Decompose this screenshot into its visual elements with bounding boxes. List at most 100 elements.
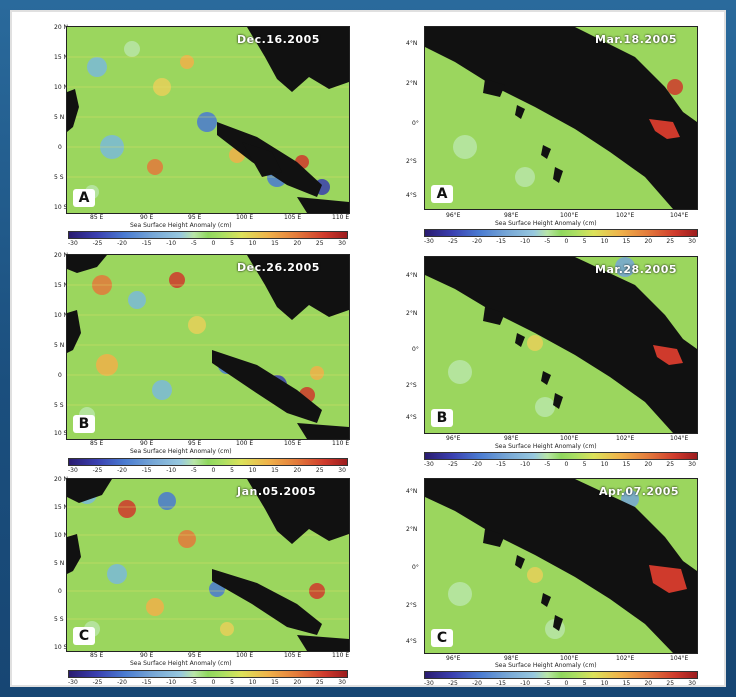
x-tick: 100 E: [236, 440, 254, 447]
colorbar-tick: 15: [622, 461, 631, 468]
x-tick: 104°E: [670, 212, 689, 219]
y-tick: 10 N: [54, 84, 69, 91]
y-tick: 20 N: [54, 24, 69, 31]
colorbar: [68, 670, 348, 678]
colorbar-tick: -20: [117, 679, 127, 686]
colorbar-tick: -15: [141, 240, 152, 247]
y-tick: 5 N: [54, 342, 65, 349]
date-label: Jan.05.2005: [237, 485, 317, 498]
colorbar-tick: 25: [666, 461, 675, 468]
map-panel-b: Dec.26.2005 B: [66, 254, 350, 440]
colorbar-tick: -5: [190, 240, 197, 247]
y-tick: 4°N: [406, 272, 418, 279]
colorbar-tick: -25: [448, 461, 458, 468]
colorbar-caption: Sea Surface Height Anomaly (cm): [130, 448, 232, 455]
x-tick: 95 E: [188, 652, 202, 659]
colorbar-tick: 5: [582, 238, 587, 245]
map-panel-c: Jan.05.2005 C: [66, 478, 350, 652]
y-tick: 2°N: [406, 526, 418, 533]
x-tick: 90 E: [140, 214, 154, 221]
y-tick: 0°: [412, 346, 419, 353]
colorbar-tick: -15: [496, 461, 506, 468]
panel-letter: A: [431, 185, 453, 203]
x-tick: 96°E: [446, 435, 461, 442]
colorbar-tick: -30: [424, 461, 434, 468]
colorbar-tick: 10: [600, 238, 609, 245]
x-tick: 102°E: [616, 212, 635, 219]
colorbar-tick: 0: [211, 240, 216, 247]
x-tick: 90 E: [140, 652, 154, 659]
colorbar-tick: 5: [582, 680, 587, 687]
x-tick: 104°E: [670, 435, 689, 442]
y-tick: 20 N: [54, 476, 69, 483]
y-tick: 0°: [412, 120, 419, 127]
colorbar-tick: 5: [230, 467, 234, 474]
colorbar-tick: -10: [520, 461, 531, 468]
colorbar-tick: 10: [248, 467, 257, 474]
ssh-map-graphic: [425, 479, 697, 653]
y-tick: 15 N: [54, 54, 69, 61]
colorbar: [424, 452, 698, 460]
colorbar-ticks: -30 -25 -20 -15 -10 -5 0 5 10 15 20 25 3…: [424, 680, 696, 687]
y-tick: 4°N: [406, 40, 418, 47]
y-tick: 4°S: [406, 638, 417, 645]
ssh-map-graphic: [67, 27, 349, 213]
colorbar-tick: 30: [338, 467, 346, 474]
x-tick: 96°E: [446, 212, 461, 219]
colorbar-tick: -20: [117, 467, 127, 474]
colorbar-tick: 5: [582, 461, 587, 468]
colorbar-tick: 25: [315, 467, 324, 474]
colorbar-ticks: -30 -25 -20 -15 -10 -5 0 5 10 15 20 25 3…: [68, 467, 346, 474]
colorbar-caption: Sea Surface Height Anomaly (cm): [130, 660, 232, 667]
y-tick: 2°S: [406, 382, 417, 389]
colorbar: [68, 458, 348, 466]
y-tick: 10 S: [54, 430, 68, 437]
date-label: Dec.26.2005: [237, 261, 320, 274]
colorbar-tick: 20: [644, 461, 653, 468]
x-tick: 98°E: [504, 212, 519, 219]
figure-sheet: 20 N 15 N 10 N 5 N 0 5 S 10 S: [10, 10, 726, 687]
y-tick: 2°N: [406, 310, 418, 317]
colorbar-caption: Sea Surface Height Anomaly (cm): [495, 662, 597, 669]
x-tick: 100 E: [236, 214, 254, 221]
colorbar-caption: Sea Surface Height Anomaly (cm): [495, 443, 597, 450]
y-tick: 4°S: [406, 192, 417, 199]
colorbar-tick: 25: [666, 238, 675, 245]
y-tick: 2°S: [406, 158, 417, 165]
x-tick: 100 E: [236, 652, 254, 659]
colorbar-tick: -10: [520, 238, 531, 245]
colorbar-tick: -5: [544, 238, 551, 245]
map-panel-a: Dec.16.2005 A: [66, 26, 350, 214]
colorbar-tick: -10: [166, 467, 177, 474]
x-tick: 105 E: [284, 440, 302, 447]
x-tick: 95 E: [188, 214, 202, 221]
x-tick: 98°E: [504, 655, 519, 662]
y-tick: 5 S: [54, 616, 64, 623]
colorbar-tick: 10: [248, 240, 257, 247]
map-panel-a: Mar.18.2005 A: [424, 26, 698, 210]
y-tick: 4°S: [406, 414, 417, 421]
colorbar-tick: 0: [564, 461, 569, 468]
panel-letter: C: [431, 629, 453, 647]
x-tick: 100°E: [560, 435, 579, 442]
x-tick: 95 E: [188, 440, 202, 447]
y-tick: 2°S: [406, 602, 417, 609]
colorbar-tick: -10: [520, 680, 531, 687]
date-label: Dec.16.2005: [237, 33, 320, 46]
y-tick: 15 N: [54, 504, 69, 511]
y-tick: 4°N: [406, 488, 418, 495]
colorbar-tick: 5: [230, 240, 234, 247]
colorbar-tick: 0: [211, 679, 216, 686]
colorbar-tick: -25: [92, 679, 103, 686]
colorbar-caption: Sea Surface Height Anomaly (cm): [495, 220, 597, 227]
x-tick: 100°E: [560, 212, 579, 219]
y-tick: 10 N: [54, 532, 69, 539]
colorbar-tick: 15: [271, 467, 279, 474]
colorbar-tick: -30: [424, 680, 434, 687]
y-tick: 0: [58, 372, 62, 379]
colorbar-tick: 30: [338, 679, 346, 686]
date-label: Mar.28.2005: [595, 263, 678, 276]
x-tick: 100°E: [560, 655, 579, 662]
colorbar-tick: -20: [472, 238, 482, 245]
